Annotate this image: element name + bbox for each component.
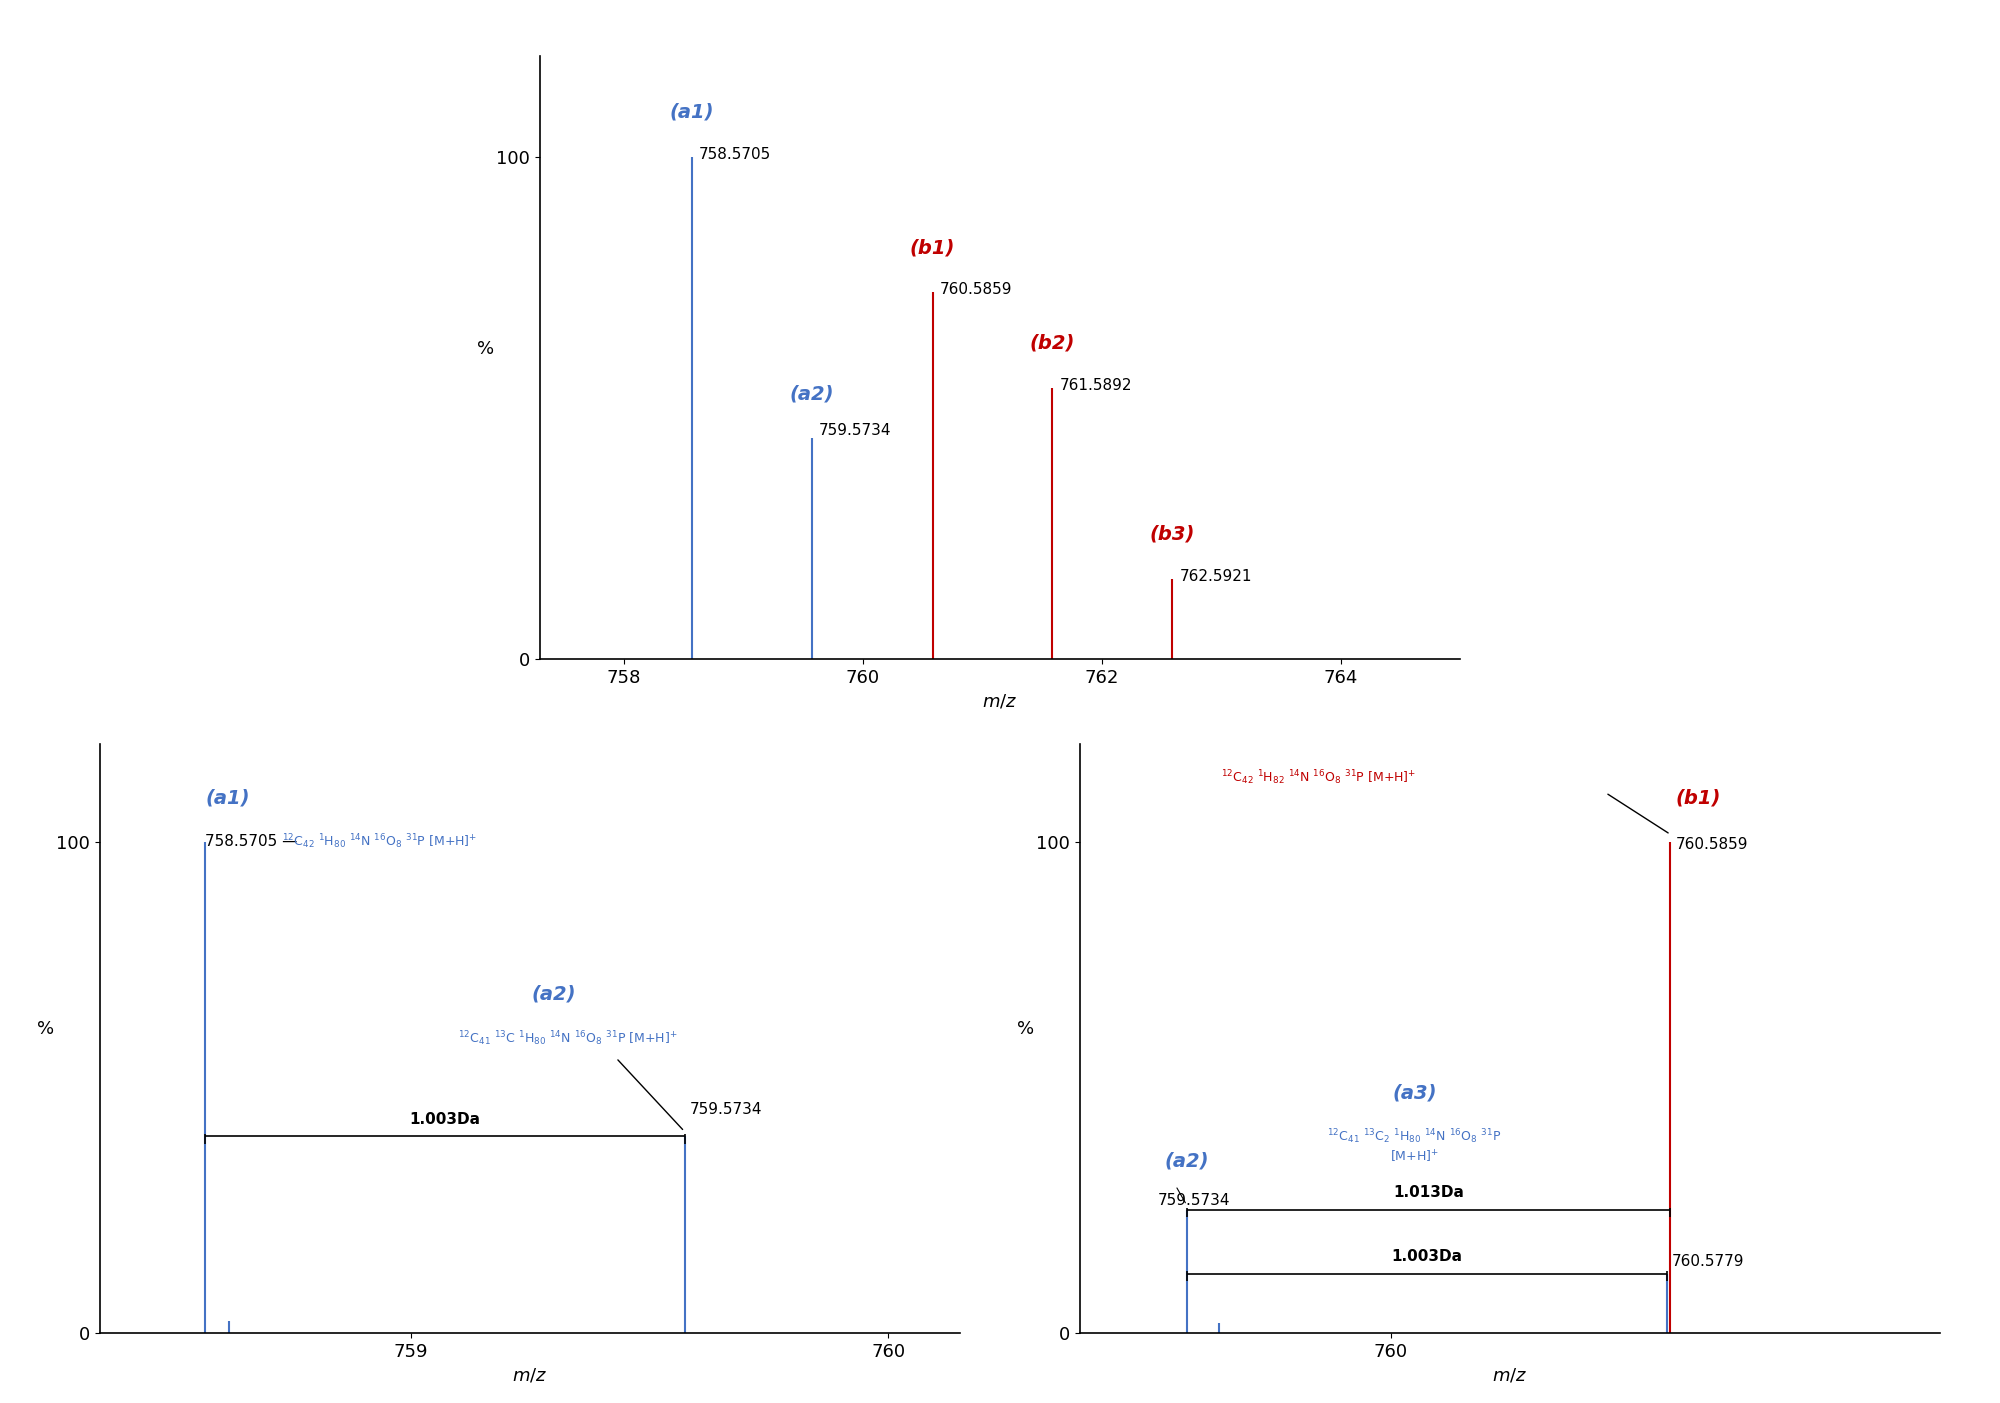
Text: (a2): (a2) [790,384,834,403]
Text: $^{12}$C$_{42}$ $^{1}$H$_{80}$ $^{14}$N $^{16}$O$_{8}$ $^{31}$P [M+H]$^{+}$: $^{12}$C$_{42}$ $^{1}$H$_{80}$ $^{14}$N … [282,832,476,852]
Text: (b3): (b3) [1150,525,1194,544]
Text: (a2): (a2) [532,985,576,1005]
Text: 1.013Da: 1.013Da [1394,1186,1464,1201]
Text: (a3): (a3) [1392,1083,1436,1103]
Text: 761.5892: 761.5892 [1060,377,1132,393]
X-axis label: $m/z$: $m/z$ [982,693,1018,711]
Text: $^{12}$C$_{41}$ $^{13}$C $^{1}$H$_{80}$ $^{14}$N $^{16}$O$_{8}$ $^{31}$P [M+H]$^: $^{12}$C$_{41}$ $^{13}$C $^{1}$H$_{80}$ … [458,1028,678,1048]
X-axis label: $m/z$: $m/z$ [1492,1367,1528,1385]
Y-axis label: %: % [1016,1020,1034,1038]
Y-axis label: %: % [36,1020,54,1038]
Text: 760.5859: 760.5859 [1676,836,1748,852]
Text: 759.5734: 759.5734 [690,1101,762,1117]
Y-axis label: %: % [476,340,494,358]
Text: 1.003Da: 1.003Da [410,1111,480,1127]
Text: 759.5734: 759.5734 [818,424,892,438]
Text: 758.5705 —: 758.5705 — [206,835,298,849]
Text: (b1): (b1) [910,239,956,257]
Text: (b2): (b2) [1030,334,1076,352]
Text: (a1): (a1) [206,788,250,808]
Text: 760.5859: 760.5859 [940,282,1012,297]
Text: (a2): (a2) [1164,1152,1208,1170]
Text: 758.5705: 758.5705 [698,146,772,161]
Text: (a1): (a1) [670,102,714,122]
X-axis label: $m/z$: $m/z$ [512,1367,548,1385]
Text: $^{12}$C$_{42}$ $^{1}$H$_{82}$ $^{14}$N $^{16}$O$_{8}$ $^{31}$P [M+H]$^{+}$: $^{12}$C$_{42}$ $^{1}$H$_{82}$ $^{14}$N … [1222,769,1416,787]
Text: 759.5734: 759.5734 [1158,1193,1230,1208]
Text: 762.5921: 762.5921 [1180,570,1252,584]
Text: 1.003Da: 1.003Da [1392,1249,1462,1264]
Text: (b1): (b1) [1676,788,1720,808]
Text: $^{12}$C$_{41}$ $^{13}$C$_{2}$ $^{1}$H$_{80}$ $^{14}$N $^{16}$O$_{8}$ $^{31}$P
[: $^{12}$C$_{41}$ $^{13}$C$_{2}$ $^{1}$H$_… [1328,1128,1502,1164]
Text: 760.5779: 760.5779 [1672,1254,1744,1268]
